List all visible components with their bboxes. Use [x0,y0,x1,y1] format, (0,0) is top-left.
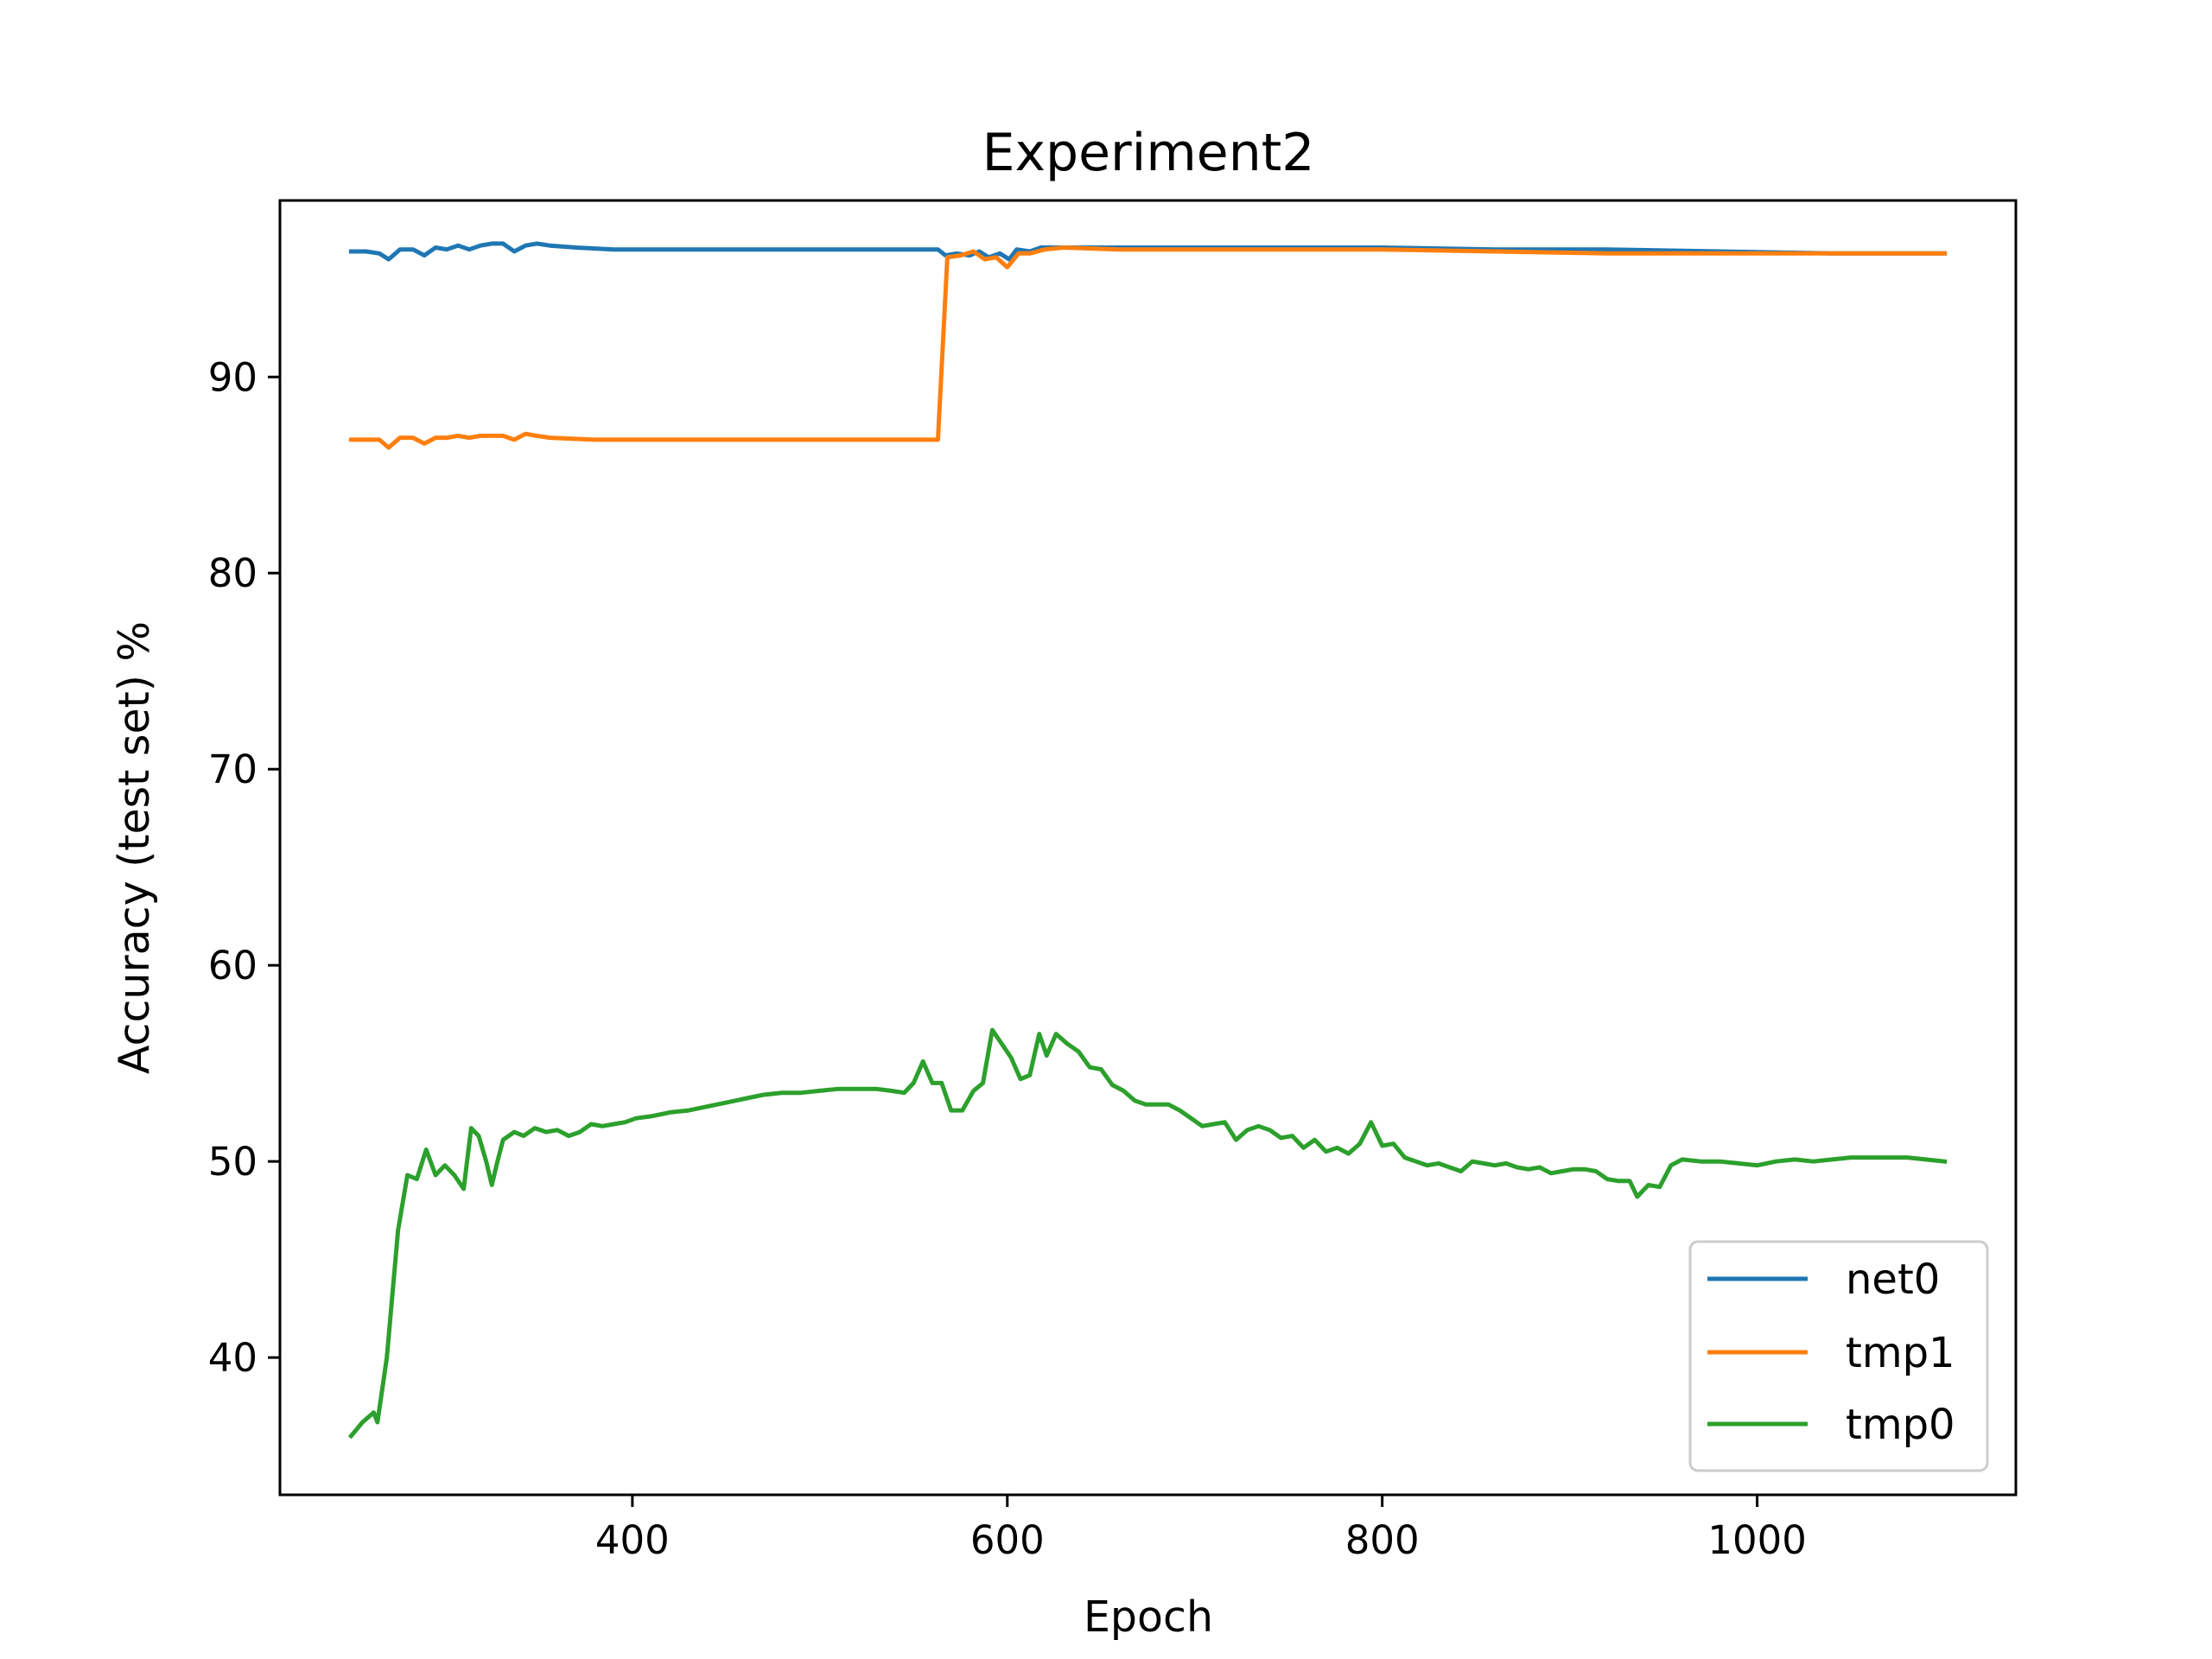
legend-label-net0: net0 [1846,1255,1940,1304]
series-line-tmp0 [347,1027,1948,1440]
series-layer [347,241,1948,1440]
x-tick-label: 600 [970,1517,1045,1563]
y-tick-label: 60 [208,943,257,988]
legend-label-tmp1: tmp1 [1846,1329,1955,1377]
chart-title: Experiment2 [982,123,1315,183]
y-tick-label: 70 [208,747,257,792]
legend: net0 tmp1 tmp0 [1688,1240,1989,1472]
y-tick-label: 50 [208,1139,257,1185]
y-axis-label: Accuracy (test set) % [110,621,159,1074]
ticks-layer: 400 600 800 1000 40 50 60 70 80 90 [208,354,1807,1563]
legend-label-tmp0: tmp0 [1846,1401,1955,1449]
legend-frame [1688,1240,1989,1472]
y-tick-label: 80 [208,550,257,596]
x-tick-label: 1000 [1707,1517,1807,1563]
plot-frame [278,199,2018,1497]
x-axis-label: Epoch [1084,1592,1213,1642]
y-tick-label: 90 [208,354,257,400]
x-tick-label: 400 [595,1517,670,1563]
x-tick-label: 800 [1345,1517,1420,1563]
y-tick-label: 40 [208,1335,257,1381]
series-line-tmp1 [348,245,1948,450]
